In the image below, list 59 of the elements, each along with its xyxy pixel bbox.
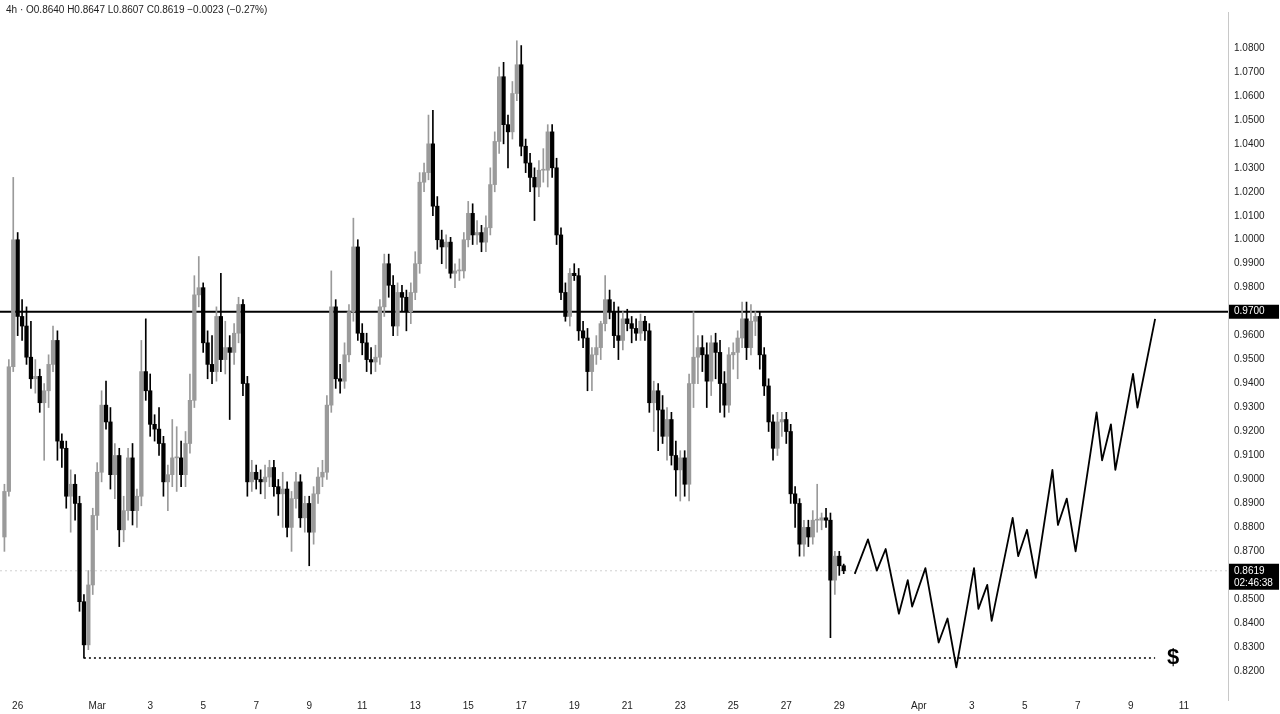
y-tick-label: 1.0200 (1234, 185, 1266, 197)
candlestick (68, 469, 73, 533)
x-tick-label: 29 (833, 699, 846, 711)
y-tick-label: 0.8900 (1234, 497, 1266, 509)
chart-title: 4h · O0.8640 H0.8647 L0.8607 C0.8619 −0.0023 (−0.27%) (6, 4, 268, 15)
y-tick-label: 0.9800 (1234, 281, 1266, 293)
annotation: $ (1166, 644, 1180, 670)
y-tick-label: 1.0100 (1234, 209, 1266, 221)
y-tick-label: 0.8300 (1234, 641, 1266, 653)
x-tick-label: 5 (200, 699, 207, 711)
x-tick-label: 19 (568, 699, 581, 711)
y-tick-label: 0.8400 (1234, 617, 1266, 629)
y-tick-label: 0.8200 (1234, 664, 1266, 676)
candlestick (474, 220, 480, 245)
candlestick (452, 263, 458, 289)
x-tick-label: 15 (462, 699, 475, 711)
candlestick (209, 335, 215, 384)
x-tick-label: 11 (357, 699, 368, 711)
x-tick-label: 23 (674, 699, 687, 711)
x-tick-label: 7 (1075, 699, 1082, 711)
y-tick-label: 0.8500 (1234, 593, 1266, 605)
y-tick-label: 0.9600 (1234, 329, 1266, 341)
y-tick-label: 1.0600 (1234, 89, 1266, 101)
x-tick-label: Mar (88, 699, 107, 711)
x-tick-label: 9 (306, 699, 313, 711)
ref-line-label: 0.8619 02:46:38 (1234, 564, 1274, 588)
x-tick-label: 25 (727, 699, 740, 711)
candlestick (223, 320, 228, 375)
x-tick-label: 11 (1178, 699, 1190, 711)
x-tick-label: 13 (409, 699, 422, 711)
x-tick-label: 9 (1128, 699, 1135, 711)
x-tick-label: 26 (12, 699, 24, 711)
x-tick-label: 5 (1022, 699, 1029, 711)
y-tick-label: 1.0000 (1234, 233, 1266, 245)
y-tick-label: 0.9500 (1234, 353, 1266, 365)
y-tick-label: 1.0300 (1234, 161, 1266, 173)
candlestick (196, 256, 201, 308)
y-tick-label: 1.0400 (1234, 137, 1266, 149)
ref-line-label: 0.9700 (1234, 305, 1266, 317)
candlestick (695, 335, 701, 384)
x-tick-label: Apr (911, 699, 928, 711)
x-tick-label: 21 (621, 699, 634, 711)
x-tick-label: 27 (780, 699, 793, 711)
y-tick-label: 0.9100 (1234, 449, 1266, 461)
y-tick-label: 0.9000 (1234, 473, 1266, 485)
y-tick-label: 1.0500 (1234, 113, 1266, 125)
y-tick-label: 0.8800 (1234, 521, 1266, 533)
y-tick-label: 0.9400 (1234, 377, 1266, 389)
x-tick-label: 17 (515, 699, 528, 711)
y-tick-label: 0.8700 (1234, 545, 1266, 557)
x-tick-label: 3 (147, 699, 154, 711)
y-tick-label: 0.9300 (1234, 401, 1266, 413)
y-tick-label: 0.9900 (1234, 257, 1266, 269)
x-tick-label: 7 (253, 699, 260, 711)
y-tick-label: 1.0700 (1234, 65, 1266, 77)
x-tick-label: 3 (969, 699, 976, 711)
y-tick-label: 1.0800 (1234, 41, 1266, 53)
y-tick-label: 0.9200 (1234, 425, 1266, 437)
candlestick (227, 335, 232, 420)
